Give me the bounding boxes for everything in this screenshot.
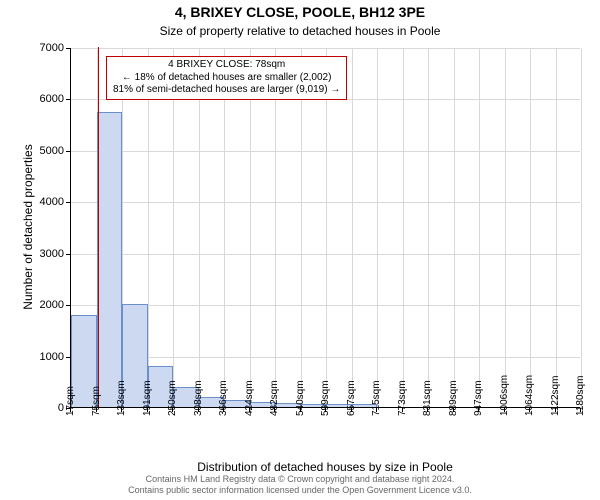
y-tick-label: 1000 bbox=[4, 351, 64, 363]
annotation-line-3: 81% of semi-detached houses are larger (… bbox=[113, 84, 340, 97]
chart-title-sub: Size of property relative to detached ho… bbox=[0, 24, 600, 38]
y-tick-label: 0 bbox=[4, 402, 64, 414]
annotation-line-1: 4 BRIXEY CLOSE: 78sqm bbox=[113, 59, 340, 72]
grid-line-vertical bbox=[301, 48, 302, 407]
footer-line-1: Contains HM Land Registry data © Crown c… bbox=[0, 474, 600, 485]
y-tick-label: 4000 bbox=[4, 196, 64, 208]
subject-marker-line bbox=[98, 47, 99, 407]
grid-line-vertical bbox=[505, 48, 506, 407]
footer-line-2: Contains public sector information licen… bbox=[0, 485, 600, 496]
y-tick-mark bbox=[66, 254, 70, 255]
y-tick-mark bbox=[66, 151, 70, 152]
chart-footer: Contains HM Land Registry data © Crown c… bbox=[0, 474, 600, 497]
annotation-line-2: ← 18% of detached houses are smaller (2,… bbox=[113, 72, 340, 85]
grid-line-vertical bbox=[428, 48, 429, 407]
y-axis-label: Number of detached properties bbox=[21, 127, 35, 327]
grid-line-vertical bbox=[352, 48, 353, 407]
grid-line-vertical bbox=[224, 48, 225, 407]
grid-line-vertical bbox=[173, 48, 174, 407]
grid-line-vertical bbox=[556, 48, 557, 407]
grid-line-vertical bbox=[275, 48, 276, 407]
grid-line-vertical bbox=[199, 48, 200, 407]
grid-line-vertical bbox=[581, 48, 582, 407]
chart-title-main: 4, BRIXEY CLOSE, POOLE, BH12 3PE bbox=[0, 4, 600, 20]
grid-line-vertical bbox=[377, 48, 378, 407]
histogram-bar bbox=[97, 112, 123, 407]
y-tick-mark bbox=[66, 48, 70, 49]
y-tick-mark bbox=[66, 99, 70, 100]
y-tick-label: 7000 bbox=[4, 42, 64, 54]
grid-line-vertical bbox=[403, 48, 404, 407]
grid-line-vertical bbox=[454, 48, 455, 407]
y-tick-mark bbox=[66, 202, 70, 203]
plot-area bbox=[70, 48, 580, 408]
x-axis-label: Distribution of detached houses by size … bbox=[70, 460, 580, 474]
y-tick-label: 5000 bbox=[4, 145, 64, 157]
y-tick-mark bbox=[66, 357, 70, 358]
y-tick-label: 3000 bbox=[4, 248, 64, 260]
grid-line-vertical bbox=[326, 48, 327, 407]
grid-line-vertical bbox=[250, 48, 251, 407]
y-tick-label: 6000 bbox=[4, 93, 64, 105]
grid-line-vertical bbox=[479, 48, 480, 407]
y-tick-label: 2000 bbox=[4, 299, 64, 311]
chart-container: 4, BRIXEY CLOSE, POOLE, BH12 3PE Size of… bbox=[0, 0, 600, 500]
annotation-box: 4 BRIXEY CLOSE: 78sqm ← 18% of detached … bbox=[106, 56, 347, 100]
grid-line-vertical bbox=[148, 48, 149, 407]
grid-line-vertical bbox=[530, 48, 531, 407]
y-tick-mark bbox=[66, 305, 70, 306]
